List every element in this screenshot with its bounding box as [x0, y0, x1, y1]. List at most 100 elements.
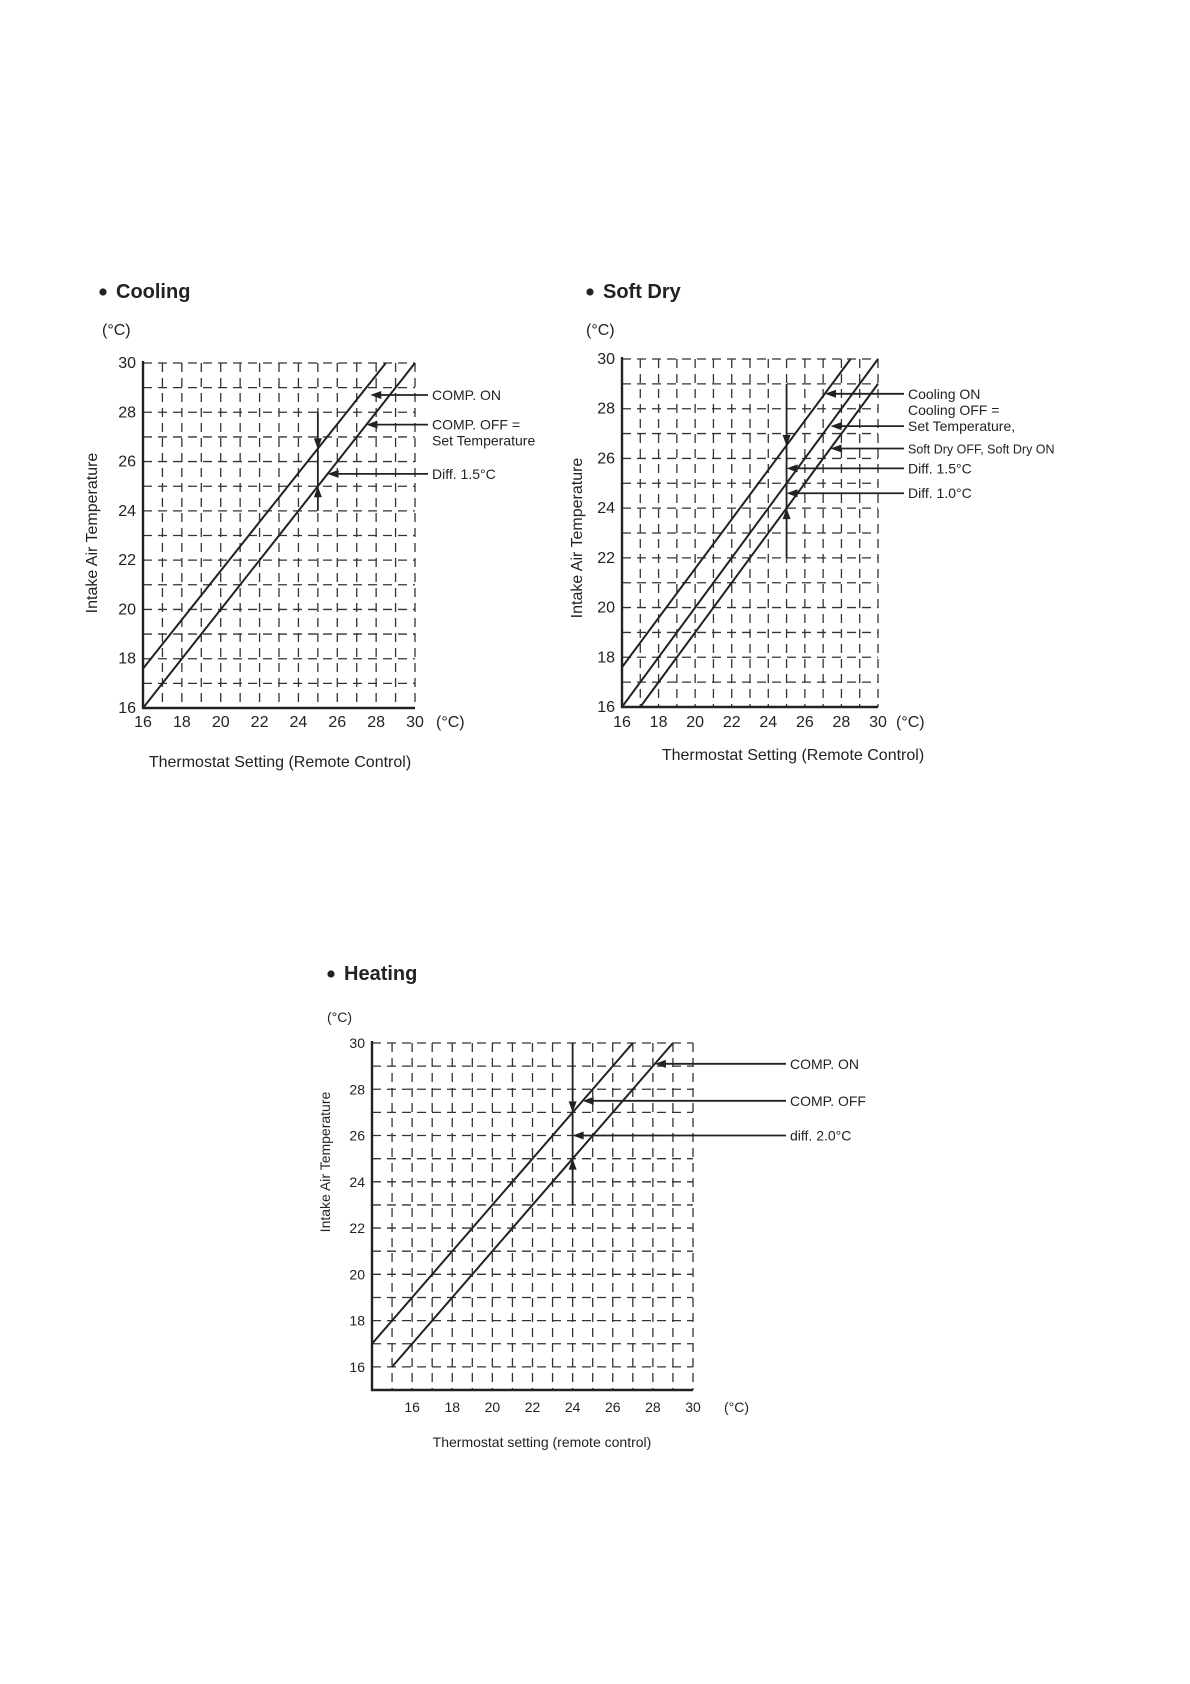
y-tick-label: 26 [597, 450, 615, 467]
x-tick-label: 28 [645, 1399, 661, 1415]
arrow-down-icon [313, 438, 322, 450]
annotation-label: Diff. 1.5°C [908, 460, 972, 476]
y-tick-label: 28 [597, 401, 615, 418]
series-line [621, 358, 852, 668]
x-tick-label: 28 [833, 714, 851, 731]
y-tick-label: 16 [118, 700, 136, 717]
y-tick-label: 16 [597, 699, 615, 716]
x-tick-label: 18 [650, 714, 668, 731]
x-tick-label: 26 [605, 1399, 621, 1415]
y-unit-label: (°C) [586, 322, 615, 339]
x-tick-label: 30 [685, 1399, 701, 1415]
y-tick-label: 16 [349, 1359, 365, 1375]
series-line [371, 1042, 634, 1345]
y-axis-title: Intake Air Temperature [317, 1091, 333, 1232]
arrow-left-icon [366, 420, 378, 429]
y-axis-title: Intake Air Temperature [84, 453, 101, 614]
chart-title: Heating [344, 963, 417, 985]
x-tick-label: 16 [134, 714, 152, 731]
x-tick-label: 22 [723, 714, 741, 731]
x-axis-title: Thermostat setting (remote control) [433, 1434, 652, 1450]
x-tick-label: 30 [869, 714, 887, 731]
chart-cooling: Cooling (°C) Intake Air Temperature Thermos… [84, 281, 535, 771]
x-tick-label: 24 [759, 714, 777, 731]
y-tick-label: 18 [597, 649, 615, 666]
x-unit-label: (°C) [436, 714, 465, 731]
y-tick-label: 26 [349, 1128, 365, 1144]
arrow-left-icon [327, 469, 339, 478]
arrow-left-icon [370, 391, 382, 400]
arrow-left-icon [654, 1059, 666, 1068]
annotation-label: COMP. ON [432, 387, 501, 403]
x-tick-label: 16 [613, 714, 631, 731]
y-tick-label: 28 [349, 1081, 365, 1097]
y-tick-label: 22 [349, 1220, 365, 1236]
y-tick-label: 24 [597, 500, 615, 517]
y-axis-title: Intake Air Temperature [569, 458, 586, 619]
series-line [621, 358, 879, 708]
series-line [639, 383, 879, 708]
arrow-up-icon [782, 508, 791, 520]
annotation-label: Soft Dry OFF, Soft Dry ON [908, 442, 1055, 456]
y-tick-label: 30 [597, 351, 615, 368]
chart-title: Soft Dry [603, 281, 682, 303]
annotation-label: Cooling OFF = [908, 402, 999, 418]
arrow-left-icon [830, 444, 842, 453]
x-tick-label: 18 [173, 714, 191, 731]
y-tick-label: 24 [118, 503, 136, 520]
y-tick-label: 28 [118, 404, 136, 421]
y-tick-label: 20 [118, 601, 136, 618]
y-tick-label: 24 [349, 1174, 365, 1190]
arrow-up-icon [313, 486, 322, 498]
y-tick-label: 22 [118, 552, 136, 569]
arrow-down-icon [782, 435, 791, 446]
y-tick-label: 18 [118, 651, 136, 668]
annotation-label: Diff. 1.5°C [432, 466, 496, 482]
chart-title: Cooling [116, 281, 190, 303]
series-line [142, 362, 387, 670]
bullet-icon [99, 288, 107, 296]
y-unit-label: (°C) [327, 1009, 352, 1025]
x-tick-label: 26 [796, 714, 814, 731]
arrow-left-icon [572, 1131, 584, 1140]
x-tick-label: 22 [525, 1399, 541, 1415]
y-unit-label: (°C) [102, 322, 131, 339]
x-tick-label: 28 [367, 714, 385, 731]
x-tick-label: 24 [290, 714, 308, 731]
x-tick-label: 20 [212, 714, 230, 731]
x-unit-label: (°C) [724, 1399, 749, 1415]
annotation-label: diff. 2.0°C [790, 1128, 851, 1144]
x-tick-label: 30 [406, 714, 424, 731]
annotation-label: COMP. OFF [790, 1093, 866, 1109]
series-line [142, 362, 416, 709]
y-tick-label: 20 [597, 600, 615, 617]
arrow-up-icon [568, 1158, 577, 1170]
bullet-icon [327, 970, 335, 978]
chart-heating: Heating (°C) Intake Air Temperature Thermos… [317, 963, 866, 1450]
arrow-left-icon [830, 422, 842, 431]
arrow-left-icon [786, 464, 798, 473]
x-tick-label: 24 [565, 1399, 581, 1415]
y-tick-label: 30 [118, 355, 136, 372]
arrow-down-icon [568, 1101, 577, 1113]
x-tick-label: 26 [328, 714, 346, 731]
y-tick-label: 22 [597, 550, 615, 567]
x-tick-label: 20 [485, 1399, 501, 1415]
arrow-left-icon [824, 389, 836, 398]
y-tick-label: 20 [349, 1266, 365, 1282]
annotation-label: Set Temperature, [908, 418, 1015, 434]
bullet-icon [586, 288, 594, 296]
annotation-label: Cooling ON [908, 386, 980, 402]
x-axis-title: Thermostat Setting (Remote Control) [662, 747, 924, 764]
y-tick-label: 18 [349, 1313, 365, 1329]
x-tick-label: 22 [251, 714, 269, 731]
y-tick-label: 30 [349, 1035, 365, 1051]
x-tick-label: 16 [404, 1399, 420, 1415]
annotation-label: Diff. 1.0°C [908, 485, 972, 501]
y-tick-label: 26 [118, 454, 136, 471]
annotation-label: COMP. ON [790, 1056, 859, 1072]
annotation-label: COMP. OFF = [432, 417, 520, 433]
arrow-left-icon [786, 489, 798, 498]
x-unit-label: (°C) [896, 714, 925, 731]
